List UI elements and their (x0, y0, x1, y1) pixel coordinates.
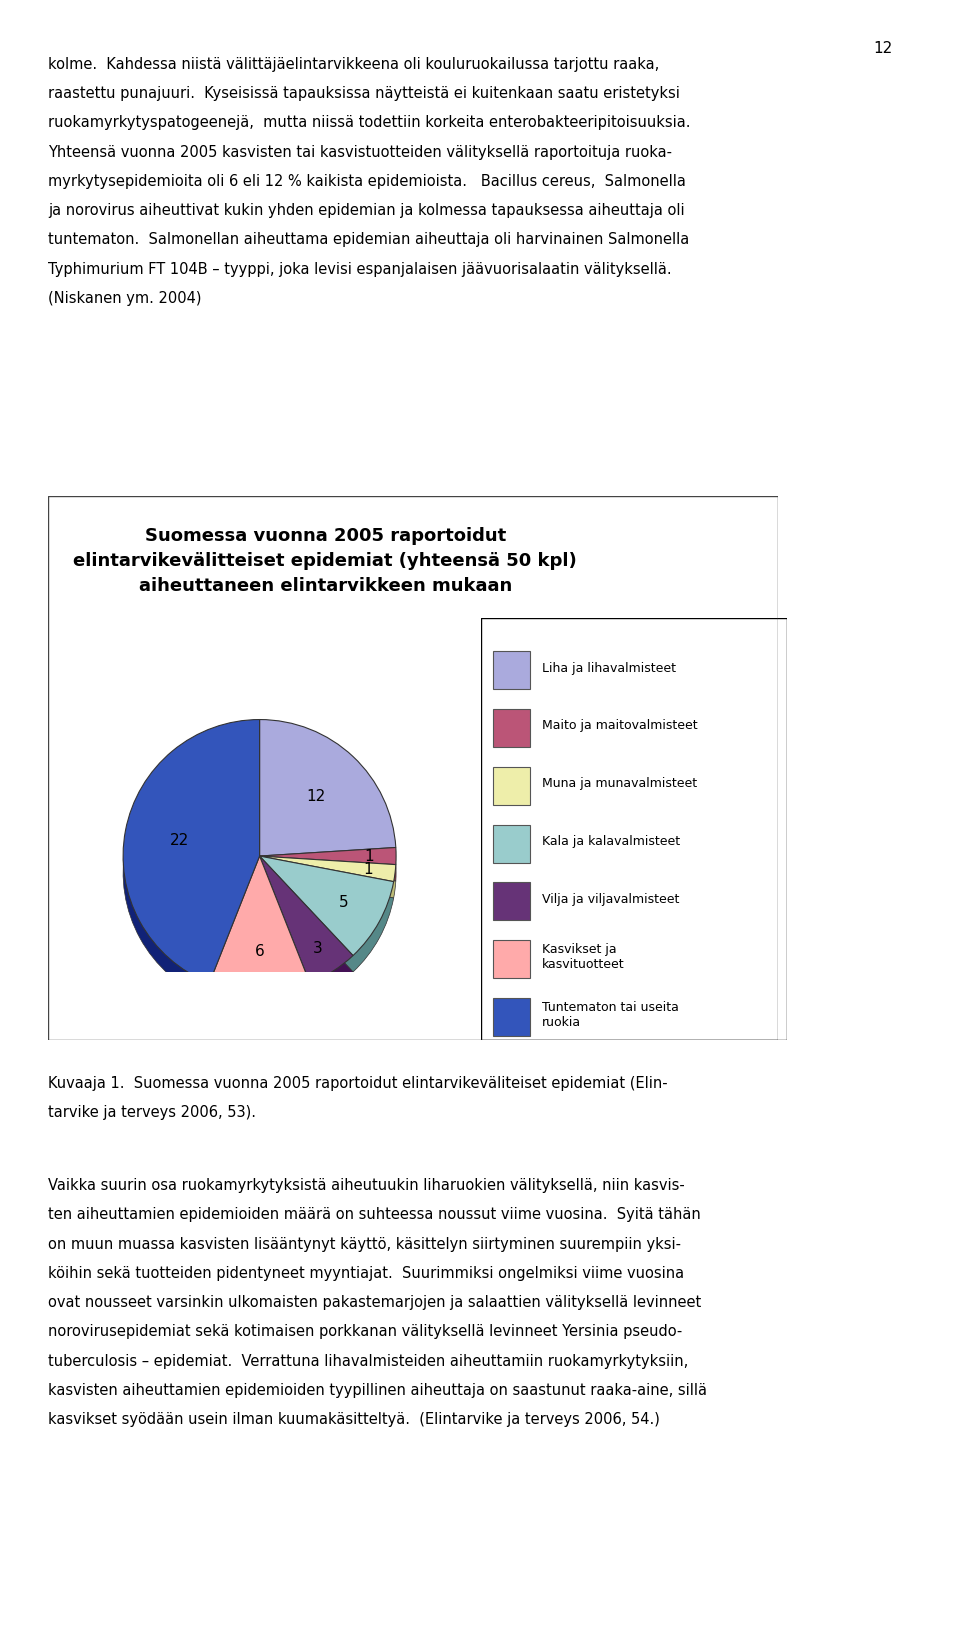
Wedge shape (259, 848, 396, 864)
Text: 6: 6 (254, 944, 264, 959)
Wedge shape (259, 856, 396, 882)
Text: 12: 12 (874, 41, 893, 55)
Text: Tuntematon tai useita
ruokia: Tuntematon tai useita ruokia (542, 1001, 679, 1029)
Bar (493, 939, 530, 978)
Text: Suomessa vuonna 2005 raportoidut
elintarvikevälitteiset epidemiat (yhteensä 50 k: Suomessa vuonna 2005 raportoidut elintar… (73, 526, 577, 595)
Bar (493, 882, 530, 920)
Bar (493, 767, 530, 804)
Text: tuntematon.  Salmonellan aiheuttama epidemian aiheuttaja oli harvinainen Salmone: tuntematon. Salmonellan aiheuttama epide… (48, 232, 689, 247)
Text: myrkytysepidemioita oli 6 eli 12 % kaikista epidemioista.   Bacillus cereus,  Sa: myrkytysepidemioita oli 6 eli 12 % kaiki… (48, 174, 685, 188)
Text: ruokamyrkytyspatogeenejä,  mutta niissä todettiin korkeita enterobakteeripitoisu: ruokamyrkytyspatogeenejä, mutta niissä t… (48, 115, 690, 130)
Text: Liha ja lihavalmisteet: Liha ja lihavalmisteet (542, 661, 676, 674)
Bar (493, 998, 530, 1035)
Wedge shape (259, 736, 396, 873)
Bar (493, 652, 530, 689)
Text: ja norovirus aiheuttivat kukin yhden epidemian ja kolmessa tapauksessa aiheuttaj: ja norovirus aiheuttivat kukin yhden epi… (48, 203, 684, 218)
Text: (Niskanen ym. 2004): (Niskanen ym. 2004) (48, 291, 202, 306)
Text: 22: 22 (170, 834, 189, 848)
Text: Muna ja munavalmisteet: Muna ja munavalmisteet (542, 777, 697, 790)
Text: kasvikset syödään usein ilman kuumakäsitteltyä.  (Elintarvike ja terveys 2006, 5: kasvikset syödään usein ilman kuumakäsit… (48, 1412, 660, 1427)
Wedge shape (259, 720, 396, 856)
Wedge shape (209, 856, 310, 993)
Text: raastettu punajuuri.  Kyseisissä tapauksissa näytteistä ei kuitenkaan saatu eris: raastettu punajuuri. Kyseisissä tapauksi… (48, 86, 680, 101)
FancyBboxPatch shape (481, 618, 787, 1040)
Wedge shape (259, 873, 396, 899)
Text: on muun muassa kasvisten lisääntynyt käyttö, käsittelyn siirtyminen suurempiin y: on muun muassa kasvisten lisääntynyt käy… (48, 1237, 681, 1251)
Wedge shape (123, 736, 259, 999)
Wedge shape (123, 720, 259, 983)
Text: kasvisten aiheuttamien epidemioiden tyypillinen aiheuttaja on saastunut raaka-ai: kasvisten aiheuttamien epidemioiden tyyp… (48, 1383, 707, 1398)
Text: ovat nousseet varsinkin ulkomaisten pakastemarjojen ja salaattien välityksellä l: ovat nousseet varsinkin ulkomaisten paka… (48, 1295, 701, 1310)
Text: Vilja ja viljavalmisteet: Vilja ja viljavalmisteet (542, 892, 680, 905)
Wedge shape (209, 873, 310, 1009)
Wedge shape (259, 873, 353, 999)
Wedge shape (259, 873, 394, 972)
Text: kolme.  Kahdessa niistä välittäjäelintarvikkeena oli kouluruokailussa tarjottu r: kolme. Kahdessa niistä välittäjäelintarv… (48, 57, 660, 72)
Wedge shape (259, 856, 394, 955)
Text: 1: 1 (363, 863, 372, 878)
Text: köihin sekä tuotteiden pidentyneet myyntiajat.  Suurimmiksi ongelmiksi viime vuo: köihin sekä tuotteiden pidentyneet myynt… (48, 1266, 684, 1280)
Text: tuberculosis – epidemiat.  Verrattuna lihavalmisteiden aiheuttamiin ruokamyrkyty: tuberculosis – epidemiat. Verrattuna lih… (48, 1354, 688, 1368)
Text: Vaikka suurin osa ruokamyrkytyksistä aiheutuukin liharuokien välityksellä, niin : Vaikka suurin osa ruokamyrkytyksistä aih… (48, 1178, 684, 1193)
Text: norovirusepidemiat sekä kotimaisen porkkanan välityksellä levinneet Yersinia pse: norovirusepidemiat sekä kotimaisen porkk… (48, 1324, 683, 1339)
Text: 1: 1 (364, 848, 373, 863)
Text: Yhteensä vuonna 2005 kasvisten tai kasvistuotteiden välityksellä raportoituja ru: Yhteensä vuonna 2005 kasvisten tai kasvi… (48, 145, 672, 159)
Text: 12: 12 (306, 788, 325, 804)
Text: Maito ja maitovalmisteet: Maito ja maitovalmisteet (542, 720, 698, 733)
Bar (493, 824, 530, 863)
Text: Kala ja kalavalmisteet: Kala ja kalavalmisteet (542, 835, 681, 848)
Text: Kuvaaja 1.  Suomessa vuonna 2005 raportoidut elintarvikeväliteiset epidemiat (El: Kuvaaja 1. Suomessa vuonna 2005 raportoi… (48, 1076, 667, 1090)
Bar (493, 708, 530, 748)
Text: ten aiheuttamien epidemioiden määrä on suhteessa noussut viime vuosina.  Syitä t: ten aiheuttamien epidemioiden määrä on s… (48, 1207, 701, 1222)
Text: 5: 5 (339, 895, 348, 910)
Wedge shape (259, 864, 396, 881)
Text: Kasvikset ja
kasvituotteet: Kasvikset ja kasvituotteet (542, 942, 625, 970)
Text: tarvike ja terveys 2006, 53).: tarvike ja terveys 2006, 53). (48, 1105, 256, 1120)
Text: Typhimurium FT 104B – tyyppi, joka levisi espanjalaisen jäävuorisalaatin välityk: Typhimurium FT 104B – tyyppi, joka levis… (48, 262, 672, 276)
Wedge shape (259, 856, 353, 983)
Text: 3: 3 (313, 941, 323, 955)
